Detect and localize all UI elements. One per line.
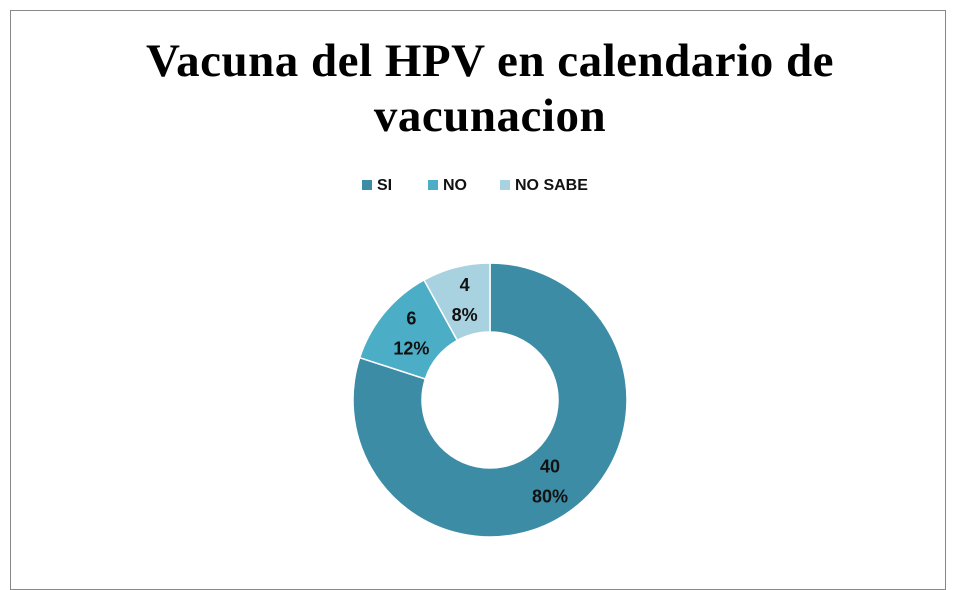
data-label: 6 [406,309,416,329]
legend-label: NO SABE [515,177,588,194]
chart-title: Vacuna del HPV en calendario de vacunaci… [146,35,834,142]
legend-label: NO [443,177,467,194]
donut-slice [422,262,491,342]
data-label: 40 [540,456,560,476]
legend-swatch [362,180,372,190]
data-label-percent: 12% [393,339,429,359]
legend-label: SI [377,177,392,194]
legend-swatch [428,180,438,190]
legend-swatch [500,180,510,190]
data-label-percent: 80% [532,486,568,506]
data-label: 4 [460,275,470,295]
data-label-percent: 8% [452,305,478,325]
donut-slice [352,262,628,538]
